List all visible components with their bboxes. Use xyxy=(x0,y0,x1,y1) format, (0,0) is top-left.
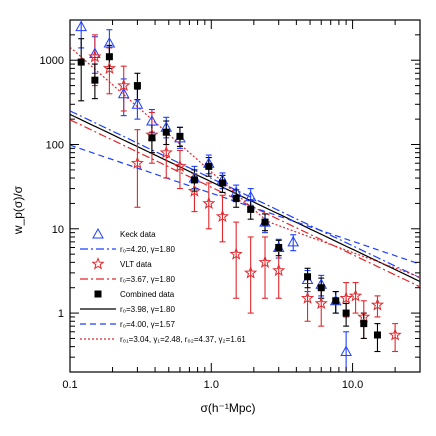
fit-line xyxy=(70,110,420,279)
legend-label: Keck data xyxy=(120,230,156,239)
data-point xyxy=(261,218,269,226)
data-point xyxy=(131,98,144,109)
data-point xyxy=(133,82,141,90)
legend: Keck data r₀=4.20, γ=1.80 VLT data r₀=3.67,… xyxy=(80,227,246,344)
data-point xyxy=(342,309,350,317)
data-point xyxy=(117,87,130,99)
legend-label: r₀=3.98, γ=1.80 xyxy=(120,305,175,314)
legend-label: Combined data xyxy=(120,290,175,299)
data-point xyxy=(370,297,385,311)
legend-marker xyxy=(94,290,102,298)
data-point xyxy=(232,194,240,202)
y-tick-label: 1 xyxy=(58,308,64,320)
data-point xyxy=(244,265,258,279)
data-point xyxy=(176,132,184,140)
error-bars xyxy=(78,20,399,372)
data-point xyxy=(373,331,381,339)
data-point xyxy=(229,247,243,260)
x-tick-label: 10.0 xyxy=(342,379,363,391)
fit-line xyxy=(70,113,420,283)
y-axis-label: w_p(σ)/σ xyxy=(11,185,25,235)
data-point xyxy=(91,76,99,84)
data-point xyxy=(205,162,213,170)
data-point xyxy=(317,284,325,292)
axis-ticks xyxy=(69,19,421,373)
data-point xyxy=(202,196,216,210)
data-point xyxy=(148,134,156,142)
fit-line xyxy=(70,46,420,278)
y-tick-label: 1000 xyxy=(40,55,64,67)
legend-label: r₀₁=3.04, γ₁=2.48, r₀₂=4.37, γ₂=1.61 xyxy=(120,335,246,344)
legend-label: r₀=3.67, γ=1.80 xyxy=(120,275,175,284)
plot-border xyxy=(69,19,421,373)
data-point xyxy=(130,156,144,169)
data-point xyxy=(332,297,340,305)
data-point xyxy=(146,114,158,126)
data-point xyxy=(314,296,328,310)
data-point xyxy=(89,47,101,59)
data-markers xyxy=(75,20,402,357)
legend-label: r₀=4.00, γ=1.57 xyxy=(120,320,175,329)
data-point xyxy=(75,20,88,32)
data-point xyxy=(173,159,187,172)
plot-frame xyxy=(69,19,421,373)
data-point xyxy=(247,205,255,213)
fit-line xyxy=(70,119,420,288)
legend-label: VLT data xyxy=(120,260,152,269)
data-point xyxy=(244,190,257,202)
data-point xyxy=(348,288,363,302)
x-tick-label: 1.0 xyxy=(204,379,219,391)
data-point xyxy=(388,328,402,341)
data-point xyxy=(162,128,170,136)
legend-label: r₀=4.20, γ=1.80 xyxy=(120,245,175,254)
data-point xyxy=(117,78,131,92)
x-axis-label: σ(h⁻¹Mpc) xyxy=(200,401,255,415)
data-point xyxy=(102,61,116,74)
data-point xyxy=(357,309,371,323)
legend-marker xyxy=(92,227,104,239)
data-point xyxy=(103,36,116,48)
data-point xyxy=(340,345,352,357)
data-point xyxy=(339,291,353,304)
data-point xyxy=(275,243,283,251)
x-tick-label: 0.1 xyxy=(62,379,77,391)
data-point xyxy=(287,235,300,247)
data-point xyxy=(304,273,312,281)
data-point xyxy=(360,320,368,328)
y-tick-label: 10 xyxy=(52,224,64,236)
data-point xyxy=(215,209,230,223)
data-point xyxy=(77,58,85,66)
fit-lines xyxy=(70,46,420,288)
data-point xyxy=(105,53,113,61)
tick-labels: 0.1 1.0 10.0 1 10 100 1000 xyxy=(40,55,364,391)
data-point xyxy=(272,263,286,277)
data-point xyxy=(187,184,202,197)
data-point xyxy=(159,145,173,159)
data-point xyxy=(300,291,315,304)
fit-line xyxy=(70,144,420,265)
data-point xyxy=(190,176,198,184)
data-point xyxy=(218,179,226,187)
data-point xyxy=(258,255,272,268)
legend-marker xyxy=(91,257,105,270)
y-tick-label: 100 xyxy=(46,140,64,152)
data-point xyxy=(88,49,102,63)
